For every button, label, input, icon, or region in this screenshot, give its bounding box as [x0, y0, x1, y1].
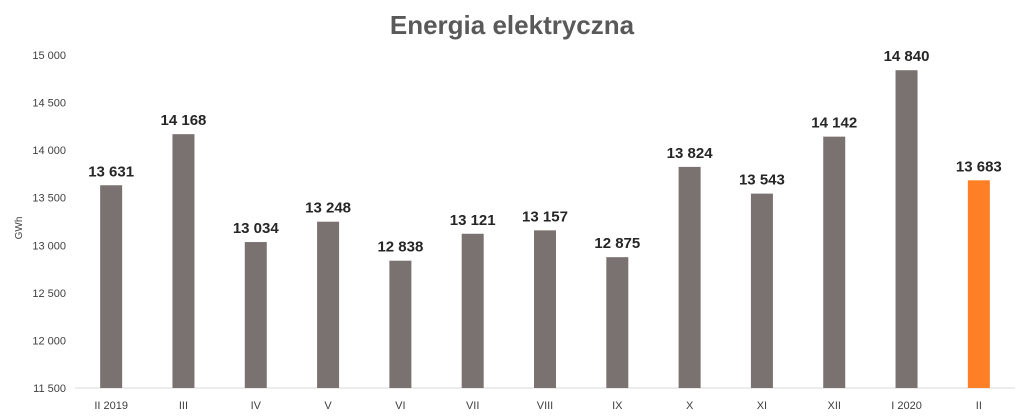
bar — [534, 230, 556, 388]
bar — [823, 136, 846, 388]
data-labels: 13 631 14 168 13 034 13 248 12 838 13 121 13 1… — [88, 48, 1002, 255]
y-tick-label: 11 500 — [33, 383, 66, 395]
x-tick-label: III — [179, 400, 188, 412]
x-tick-label: I 2020 — [891, 400, 922, 412]
data-label: 13 824 — [667, 145, 714, 162]
bar — [172, 134, 195, 388]
bar — [317, 221, 340, 388]
bar — [244, 242, 267, 388]
data-label: 13 248 — [305, 200, 351, 217]
y-axis-label: GWh — [14, 217, 25, 240]
y-tick-label: 13 000 — [32, 240, 66, 252]
data-label: 13 543 — [739, 172, 785, 189]
bar — [389, 260, 412, 388]
data-label: 14 840 — [884, 48, 930, 65]
x-tick-label: VIII — [537, 400, 554, 412]
y-tick-label: 15 000 — [32, 50, 66, 62]
bar — [750, 193, 773, 388]
bar — [967, 180, 990, 388]
data-label: 12 838 — [377, 239, 423, 256]
x-tick-label: XI — [757, 400, 767, 412]
x-tick-label: II 2019 — [94, 400, 128, 412]
x-tick-label: X — [686, 400, 694, 412]
data-label: 14 142 — [811, 115, 857, 132]
x-tick-label: IX — [612, 400, 623, 412]
x-tick-label: IV — [251, 400, 262, 412]
data-label: 12 875 — [594, 235, 640, 252]
bar — [895, 70, 918, 389]
bar — [678, 166, 701, 388]
x-tick-label: XII — [828, 400, 841, 412]
x-tick-label: II — [976, 400, 982, 412]
y-tick-label: 13 500 — [32, 193, 66, 205]
data-label: 14 168 — [161, 112, 207, 129]
x-axis: II 2019 III IV V VI VII VIII IX X XI XII I 2020 II — [94, 400, 982, 412]
data-label: 13 631 — [88, 163, 134, 180]
x-tick-label: V — [324, 400, 332, 412]
bar — [461, 233, 484, 388]
y-tick-label: 14 500 — [32, 98, 66, 110]
bar — [100, 185, 123, 388]
x-tick-label: VI — [395, 400, 405, 412]
bar-series — [100, 70, 990, 389]
data-label: 13 683 — [956, 158, 1002, 175]
data-label: 13 121 — [450, 212, 496, 229]
y-tick-label: 14 000 — [32, 145, 66, 157]
data-label: 13 157 — [522, 208, 568, 225]
y-tick-label: 12 500 — [32, 288, 66, 300]
data-label: 13 034 — [233, 220, 280, 237]
y-tick-label: 12 000 — [32, 335, 66, 347]
y-axis: 11 500 12 000 12 500 13 000 13 500 14 000 14 5… — [32, 50, 66, 395]
x-tick-label: VII — [466, 400, 479, 412]
chart-title: Energia elektryczna — [390, 10, 635, 40]
bar — [606, 257, 629, 388]
